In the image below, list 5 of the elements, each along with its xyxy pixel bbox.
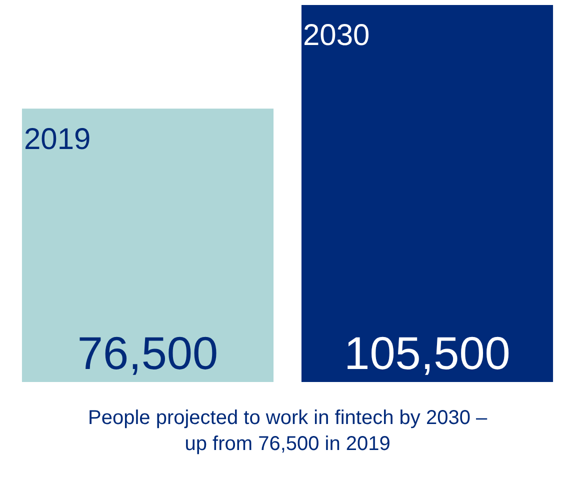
data-label: 76,500 [77,327,218,379]
x-tick-label: 2019 [24,123,91,156]
text: People projected to work in fintech by 2030 – up from 76,500 in 2019 [88,407,488,455]
data-label: 105,500 [344,327,510,379]
x-tick-label: 2030 [303,19,370,52]
